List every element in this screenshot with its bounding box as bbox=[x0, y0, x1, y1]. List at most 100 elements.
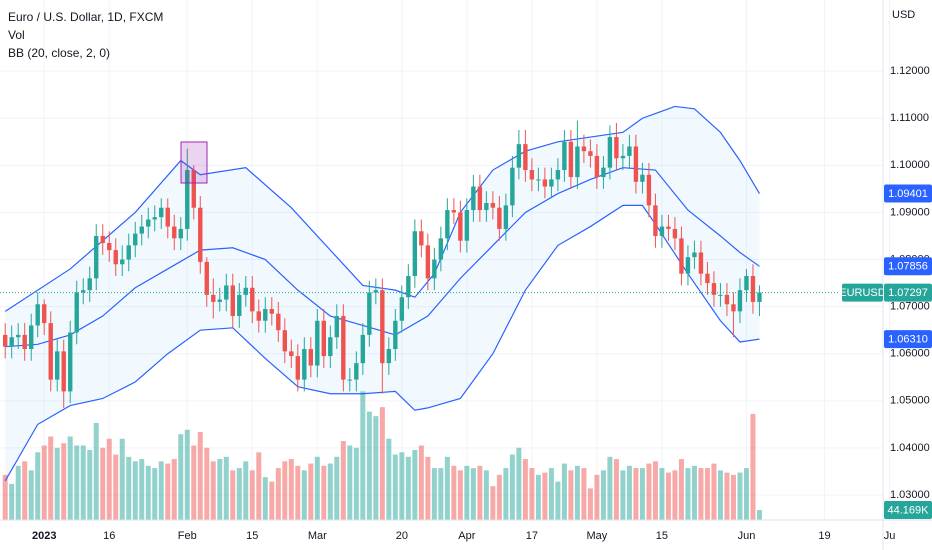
volume-bar bbox=[308, 463, 314, 520]
candle-body bbox=[367, 292, 372, 335]
y-tick-label: 1.06000 bbox=[890, 348, 930, 360]
candle-body bbox=[126, 245, 131, 260]
volume-bar bbox=[145, 465, 151, 520]
y-tick-label: 1.03000 bbox=[890, 489, 930, 501]
candle-body bbox=[659, 226, 665, 236]
candle-body bbox=[315, 320, 320, 366]
x-tick-label: 15 bbox=[656, 530, 668, 542]
y-tick-label: 1.11000 bbox=[890, 112, 929, 124]
x-tick-label: 16 bbox=[103, 530, 115, 542]
volume-bar bbox=[2, 474, 8, 520]
candle-body bbox=[347, 379, 353, 381]
volume-bar bbox=[152, 468, 158, 520]
candle-body bbox=[380, 290, 385, 364]
volume-bar bbox=[93, 422, 99, 520]
candle-body bbox=[523, 144, 528, 171]
axes: 1.120001.110001.100001.090001.080001.070… bbox=[32, 65, 932, 542]
volume-bar bbox=[600, 470, 606, 520]
band-badge bbox=[884, 330, 932, 349]
candle-body bbox=[341, 316, 346, 380]
volume-bar bbox=[483, 470, 489, 520]
volume-bar bbox=[126, 456, 132, 520]
candle-body bbox=[620, 155, 626, 159]
volume-bar bbox=[535, 474, 541, 520]
candle-body bbox=[425, 245, 431, 279]
x-tick-label: 19 bbox=[818, 530, 830, 542]
volume-bar bbox=[347, 445, 353, 520]
volume-bar bbox=[496, 474, 502, 520]
x-tick-label: 17 bbox=[526, 530, 538, 542]
volume-bar bbox=[568, 470, 574, 520]
volume-bar bbox=[334, 456, 340, 520]
plot-area bbox=[0, 105, 883, 520]
candle-body bbox=[412, 231, 418, 277]
volume-bar bbox=[132, 461, 138, 520]
candle-body bbox=[445, 210, 450, 239]
candle-body bbox=[516, 144, 522, 168]
x-tick-label: Jun bbox=[738, 530, 756, 542]
x-tick-label: Feb bbox=[178, 530, 197, 542]
candle-body bbox=[393, 320, 398, 350]
candle-body bbox=[419, 231, 424, 246]
candle-body bbox=[354, 363, 359, 380]
x-tick-label: Apr bbox=[458, 530, 475, 542]
candle-body bbox=[724, 294, 730, 305]
candle-body bbox=[289, 351, 294, 357]
candle-body bbox=[87, 278, 92, 291]
volume-bar bbox=[41, 445, 47, 520]
x-tick-label: 15 bbox=[246, 530, 258, 542]
y-tick-label: 1.07000 bbox=[890, 301, 930, 313]
candle-body bbox=[237, 294, 242, 317]
volume-bar bbox=[165, 463, 171, 520]
candle-body bbox=[308, 349, 314, 366]
candle-body bbox=[640, 174, 645, 182]
volume-bar bbox=[639, 468, 645, 520]
candle-body bbox=[588, 151, 593, 156]
band-badge-text: 1.07856 bbox=[888, 261, 928, 273]
candle-body bbox=[581, 146, 587, 152]
volume-bar bbox=[386, 438, 392, 520]
candle-body bbox=[692, 252, 697, 258]
volume-bar bbox=[444, 456, 450, 520]
candle-body bbox=[542, 179, 548, 187]
volume-bar bbox=[197, 431, 203, 520]
candle-body bbox=[705, 273, 710, 284]
candle-body bbox=[217, 299, 222, 302]
volume-bar bbox=[581, 468, 587, 520]
volume-bar bbox=[301, 470, 307, 520]
volume-bar bbox=[119, 438, 125, 520]
candle-body bbox=[503, 205, 509, 229]
candle-body bbox=[68, 332, 73, 392]
candle-body bbox=[757, 292, 762, 302]
volume-bar bbox=[392, 454, 398, 520]
volume-bar bbox=[652, 461, 658, 520]
candle-body bbox=[81, 290, 86, 293]
candle-body bbox=[607, 137, 613, 168]
volume-bar bbox=[204, 447, 210, 520]
volume-bar bbox=[54, 447, 60, 520]
volume-bar bbox=[373, 416, 379, 520]
highlight-box bbox=[180, 141, 208, 184]
candle-body bbox=[471, 186, 476, 211]
candle-body bbox=[698, 252, 704, 274]
candle-body bbox=[711, 283, 717, 295]
volume-bar bbox=[698, 468, 704, 520]
volume-bar bbox=[15, 465, 21, 520]
candle-body bbox=[484, 203, 489, 211]
volume-bar bbox=[236, 468, 242, 520]
volume-legend: Vol bbox=[8, 28, 25, 42]
volume-bar bbox=[529, 468, 535, 520]
candle-body bbox=[672, 228, 678, 239]
volume-bar bbox=[282, 461, 288, 520]
candle-body bbox=[328, 337, 333, 357]
candle-body bbox=[22, 334, 27, 350]
volume-bar bbox=[548, 468, 554, 520]
x-tick-label: May bbox=[587, 530, 608, 542]
x-tick-label: Ju bbox=[884, 530, 896, 542]
volume-bar bbox=[295, 465, 301, 520]
candle-body bbox=[204, 261, 209, 295]
y-tick-label: 1.12000 bbox=[890, 65, 930, 77]
candle-body bbox=[269, 308, 274, 314]
